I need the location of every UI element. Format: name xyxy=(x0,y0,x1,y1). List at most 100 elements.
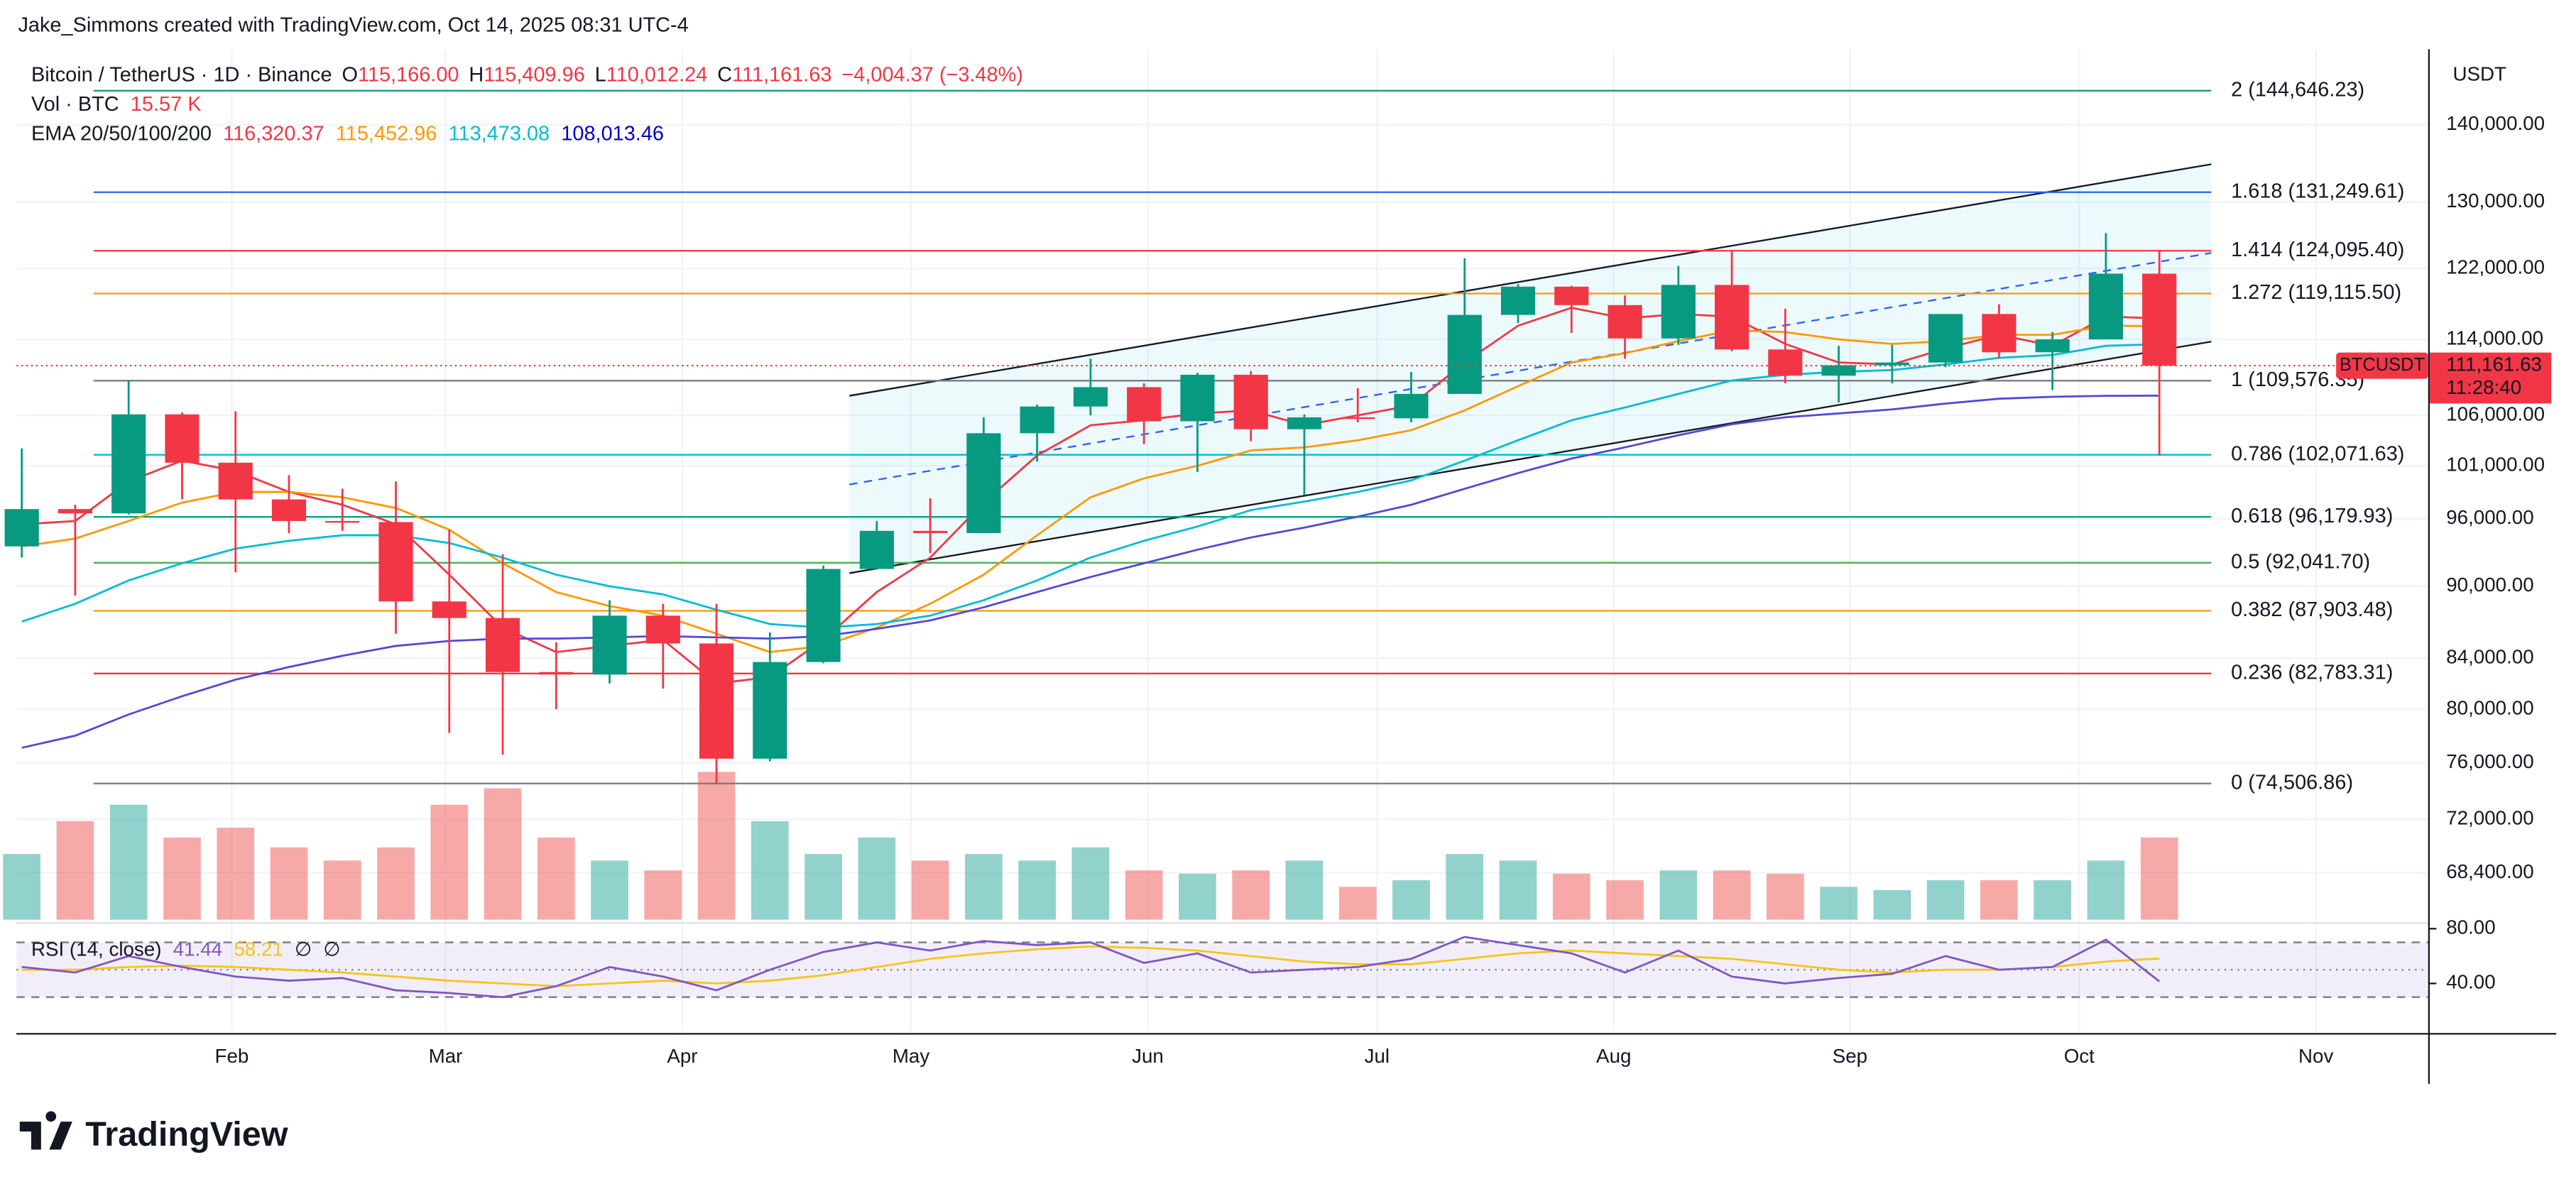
ema-legend-value: 115,452.96 xyxy=(336,122,437,145)
symbol-label: BTCUSDT xyxy=(2340,355,2425,375)
y-tick-label: 90,000.00 xyxy=(2446,574,2533,596)
candle-body xyxy=(4,509,39,547)
volume-bar xyxy=(1392,880,1430,920)
volume-bar xyxy=(644,870,682,920)
fib-label: 0 (74,506.86) xyxy=(2231,771,2353,794)
candle-body xyxy=(1287,417,1322,429)
x-tick-label: Feb xyxy=(215,1045,249,1067)
volume-bar xyxy=(1606,880,1644,920)
rsi-legend-value: 41.44 xyxy=(173,938,222,960)
candle-body xyxy=(1394,393,1429,419)
y-tick-label: 140,000.00 xyxy=(2446,112,2545,134)
candle-body xyxy=(1661,285,1696,339)
volume-bar xyxy=(56,821,94,920)
fib-label: 1.414 (124,095.40) xyxy=(2231,239,2404,261)
rsi-line xyxy=(21,936,2161,999)
volume-bar xyxy=(2140,837,2178,920)
candle-body xyxy=(485,618,520,672)
rsi-legend: RSI (14, close) 41.44 58.21 ∅ ∅ xyxy=(31,938,341,960)
candle-body xyxy=(1714,285,1750,350)
ohlc-key: C xyxy=(717,63,732,86)
candle-body xyxy=(966,433,1001,533)
logo-mark xyxy=(19,1111,72,1150)
volume-bar xyxy=(1926,880,1965,920)
volume-bar xyxy=(1980,880,2018,920)
volume-bar xyxy=(217,828,255,920)
ohlc-key: L xyxy=(595,63,606,86)
volume-bar xyxy=(1713,870,1751,920)
volume-bar xyxy=(2034,880,2072,920)
volume-bar xyxy=(804,854,842,920)
volume-bar xyxy=(1446,854,1484,920)
ema-legend: EMA 20/50/100/200 116,320.37 115,452.96 113… xyxy=(31,122,664,145)
ema-legend-value: 116,320.37 xyxy=(223,122,324,145)
y-tick-label: 122,000.00 xyxy=(2446,256,2545,278)
axis-unit: USDT xyxy=(2452,63,2506,85)
volume-bar xyxy=(697,772,736,920)
ema-legend-value: 113,473.08 xyxy=(449,122,550,145)
y-tick-label: 96,000.00 xyxy=(2446,506,2533,528)
candle-body xyxy=(592,615,627,675)
candle-body xyxy=(2035,339,2070,353)
fib-label: 2 (144,646.23) xyxy=(2231,78,2364,101)
candle-body xyxy=(539,672,574,675)
change-value: −4,004.37 (−3.48%) xyxy=(841,63,1023,86)
candle-body xyxy=(2088,273,2124,340)
volume-bar xyxy=(1659,870,1698,920)
candle-body xyxy=(1341,417,1375,420)
x-tick-label: Jun xyxy=(1132,1045,1164,1067)
volume-bar xyxy=(591,860,628,920)
volume-bar xyxy=(911,860,949,920)
y-tick-label: 130,000.00 xyxy=(2446,190,2545,212)
ema-legend-name: EMA 20/50/100/200 xyxy=(31,122,212,145)
symbol-label-bg xyxy=(2336,352,2428,379)
volume-bar xyxy=(377,847,415,920)
x-tick-label: Aug xyxy=(1596,1045,1631,1067)
candle-body xyxy=(271,499,307,521)
candle-body xyxy=(806,569,841,662)
candle-body xyxy=(1982,314,2016,353)
volume-bar xyxy=(1285,860,1324,920)
fib-label: 1.618 (131,249.61) xyxy=(2231,180,2404,202)
brand-name: TradingView xyxy=(85,1115,288,1154)
ema-line xyxy=(21,343,2160,629)
rsi-legend-value: ∅ xyxy=(295,938,312,960)
ohlc-value: 115,409.96 xyxy=(484,63,585,86)
candle-body xyxy=(58,509,93,514)
candle-body xyxy=(1928,314,1963,363)
ema-line xyxy=(21,307,2160,685)
candle-body xyxy=(1821,365,1856,376)
ohlc-value: 110,012.24 xyxy=(606,63,708,86)
candle-body xyxy=(1447,314,1482,394)
volume-bar xyxy=(484,788,522,920)
volume-bar xyxy=(109,804,148,920)
volume-bar xyxy=(1125,870,1163,920)
volume-bar xyxy=(430,804,469,920)
candle-body xyxy=(325,520,360,523)
candle-body xyxy=(432,601,466,618)
x-tick-label: Jul xyxy=(1365,1045,1390,1067)
candle-body xyxy=(111,414,146,514)
ohlc-key: H xyxy=(469,63,484,86)
axis-layer: USDT Feb Mar Apr May Jun Jul Aug Sep Oct Nov 140,0… xyxy=(16,0,2576,1084)
volume-bar xyxy=(1499,860,1537,920)
rsi-legend-value: ∅ xyxy=(323,938,340,960)
price-axis-bg xyxy=(2430,0,2576,1084)
candle-body xyxy=(2142,273,2177,366)
ohlc-value: 115,166.00 xyxy=(358,63,459,86)
rsi-legend-name: RSI (14, close) xyxy=(31,938,162,960)
candle-body xyxy=(1020,406,1054,434)
header-layer: Jake_Simmons created with TradingView.co… xyxy=(18,14,1022,146)
volume-bar xyxy=(163,837,201,920)
y-tick-label: 114,000.00 xyxy=(2446,327,2543,349)
x-tick-label: Sep xyxy=(1833,1045,1867,1067)
x-tick-label: Mar xyxy=(429,1045,463,1067)
volume-legend: Vol · BTC 15.57 K xyxy=(31,93,202,116)
volume-bar xyxy=(858,837,896,920)
channel-fill xyxy=(849,164,2212,574)
volume-bar xyxy=(1179,873,1216,920)
volume-bar xyxy=(1820,887,1857,920)
